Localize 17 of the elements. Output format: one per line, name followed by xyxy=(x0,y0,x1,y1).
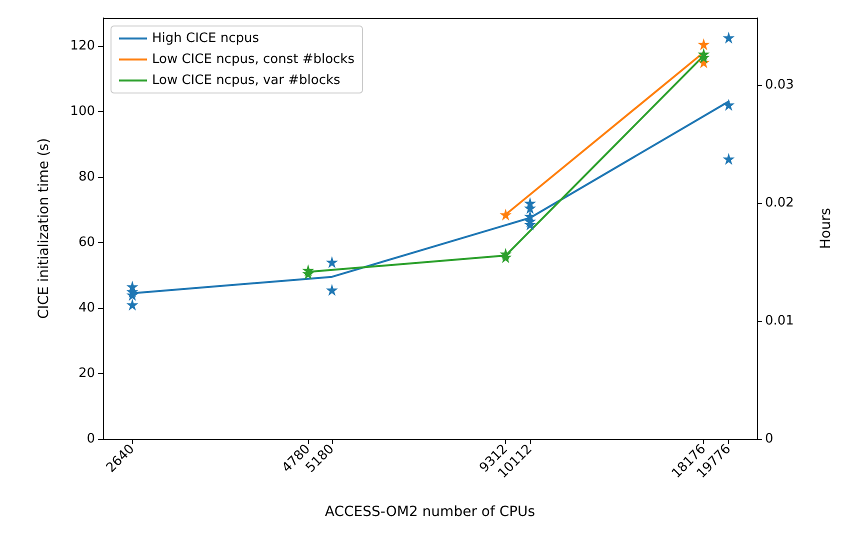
y-tick-label: 80 xyxy=(78,169,95,184)
y2-tick-label: 0.02 xyxy=(765,196,794,211)
y2-tick-label: 0.03 xyxy=(765,78,794,93)
legend-label: High CICE ncpus xyxy=(152,31,260,46)
y2-tick-label: 0.01 xyxy=(765,314,794,329)
y2-axis-title: Hours xyxy=(818,208,834,250)
y-axis-title: CICE initialization time (s) xyxy=(36,138,52,319)
y-tick-label: 0 xyxy=(86,432,95,446)
x-axis-title: ACCESS-OM2 number of CPUs xyxy=(324,504,536,520)
legend-label: Low CICE ncpus, var #blocks xyxy=(152,73,341,88)
y-tick-label: 100 xyxy=(70,104,95,119)
y2-tick-label: 0 xyxy=(765,432,774,446)
y-tick-label: 120 xyxy=(70,38,95,54)
y-tick-label: 40 xyxy=(78,300,95,316)
y-tick-label: 60 xyxy=(78,234,95,250)
y-tick-label: 20 xyxy=(78,366,95,381)
legend-label: Low CICE ncpus, const #blocks xyxy=(152,52,355,67)
